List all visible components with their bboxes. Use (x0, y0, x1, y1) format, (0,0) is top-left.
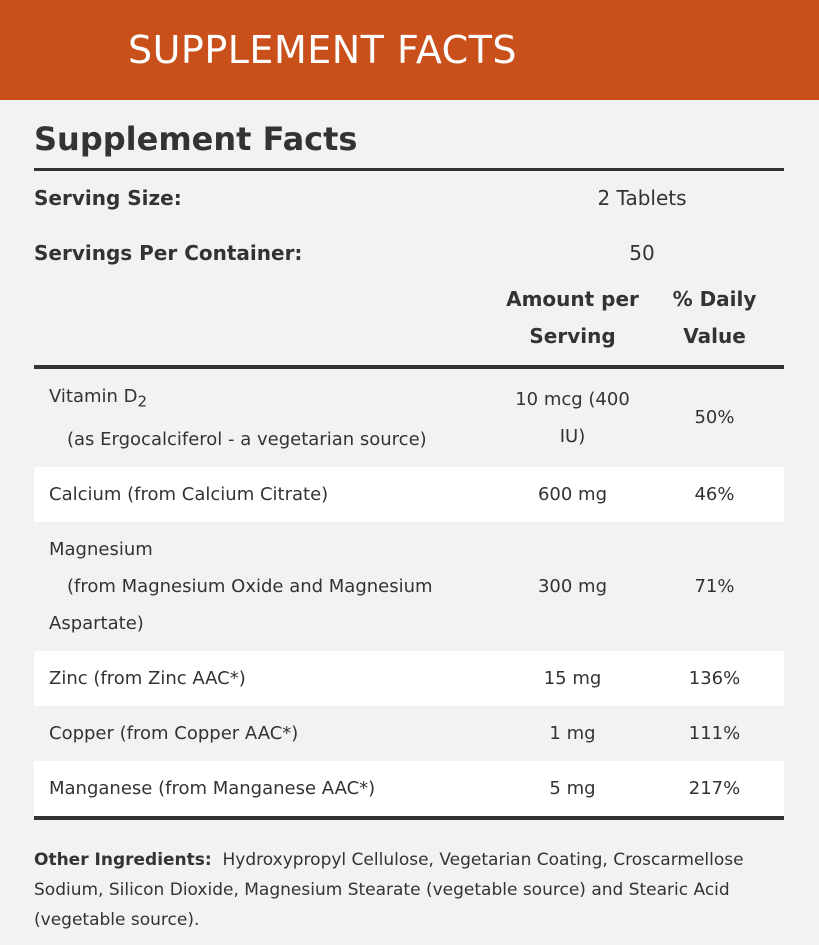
nutrient-cell: Calcium (from Calcium Citrate) (34, 467, 500, 522)
serving-row: Serving Size: 2 Tablets (34, 171, 784, 226)
amount: 5 mg (500, 760, 645, 820)
nutrient-row: Calcium (from Calcium Citrate) 600 mg 46% (34, 466, 784, 522)
daily-value: 50% (694, 407, 735, 429)
nutrient-row: Zinc (from Zinc AAC*) 15 mg 136% (34, 650, 784, 706)
nutrient-name: Zinc (from Zinc AAC*) (49, 667, 246, 689)
nutrient-detail: (from Magnesium Oxide and Magnesium Aspa… (49, 575, 433, 634)
servings-label: Servings Per Container: (34, 241, 303, 265)
nutrient-name: Magnesium (49, 538, 153, 560)
nutrient-row: Copper (from Copper AAC*) 1 mg 111% (34, 705, 784, 761)
amount: 300 mg (537, 575, 608, 597)
nutrient-name: Copper (from Copper AAC*) (49, 722, 299, 744)
header-title: SUPPLEMENT FACTS (0, 0, 819, 100)
daily-value: 71% (694, 575, 735, 597)
nutrient-row: Magnesium (from Magnesium Oxide and Magne… (34, 521, 784, 651)
blank-header (34, 281, 500, 369)
facts-title: Supplement Facts (34, 100, 784, 171)
amount: 10 mcg (400 IU) (515, 388, 630, 447)
nutrient-detail: (as Ergocalciferol - a vegetarian source… (67, 428, 427, 450)
serving-label: Serving Size: (34, 186, 182, 210)
nutrient-name: Manganese (from Manganese AAC*) (49, 777, 376, 799)
other-label: Other Ingredients: (34, 850, 212, 870)
column-header: Amount per Serving (500, 281, 645, 369)
amount: 600 mg (537, 483, 608, 505)
table-body: Serving Size: 2 Tablets Servings Per Con… (34, 171, 784, 820)
nutrient-row: Vitamin D2 (as Ergocalciferol - a vegetar… (34, 367, 784, 467)
daily-value: 46% (694, 483, 735, 505)
column-header: % Daily Value (645, 281, 784, 369)
daily-value: 111% (688, 722, 741, 744)
servings-row: Servings Per Container: 50 (34, 226, 784, 281)
nutrient-name: Calcium (from Calcium Citrate) (49, 483, 329, 505)
other-text: Hydroxypropyl Cellulose, Vegetarian Coat… (34, 850, 744, 930)
nutrient-cell: Vitamin D2 (as Ergocalciferol - a vegetar… (34, 367, 500, 467)
nutrient-subscript: 2 (137, 392, 148, 411)
column-header-row: Amount per Serving % Daily Value (34, 281, 784, 369)
nutrient-cell: Zinc (from Zinc AAC*) (34, 651, 500, 706)
serving-value: 2 Tablets (597, 186, 687, 210)
nutrient-name: Vitamin D (49, 386, 138, 407)
facts-table: Serving Size: 2 Tablets Servings Per Con… (34, 171, 784, 820)
nutrient-cell: Manganese (from Manganese AAC*) (34, 760, 500, 820)
nutrient-row: Manganese (from Manganese AAC*) 5 mg 217% (34, 760, 784, 820)
amount: 15 mg (543, 667, 602, 689)
servings-value: 50 (629, 241, 655, 265)
other-ingredients: Other Ingredients: Hydroxypropyl Cellulo… (34, 845, 784, 935)
amount: 1 mg (549, 722, 596, 744)
daily-value: 217% (645, 760, 784, 820)
nutrient-cell: Magnesium (from Magnesium Oxide and Magne… (34, 522, 500, 651)
facts-panel: Supplement Facts Serving Size: 2 Tablets… (34, 100, 784, 820)
nutrient-cell: Copper (from Copper AAC*) (34, 706, 500, 761)
daily-value: 136% (688, 667, 741, 689)
